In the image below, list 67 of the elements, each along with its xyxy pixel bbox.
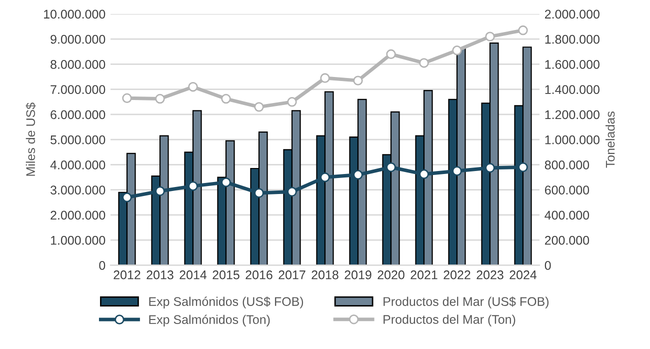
y-axis-title: Miles de US$ <box>26 102 36 176</box>
point <box>353 170 363 180</box>
y-tick-label: 0 <box>99 261 106 270</box>
x-tick-label: 2021 <box>410 270 438 280</box>
y2-tick-label: 600.000 <box>544 186 590 195</box>
legend-label: Exp Salmónidos (Ton) <box>149 314 270 326</box>
x-tick-label: 2023 <box>476 270 504 280</box>
y-tick-label: 3.000.000 <box>50 186 106 195</box>
y-tick-label: 9.000.000 <box>50 34 106 44</box>
point <box>485 163 495 173</box>
x-tick-label: 2019 <box>344 270 372 280</box>
x-tick-label: 2018 <box>312 270 338 280</box>
point <box>122 93 132 103</box>
y2-tick-label: 800.000 <box>544 160 590 170</box>
legend-label: Productos del Mar (Ton) <box>384 314 516 326</box>
x-tick-label: 2017 <box>278 270 306 280</box>
y2-tick-label: 1.800.000 <box>545 34 600 44</box>
y2-axis-title: Toneladas <box>606 112 615 168</box>
x-tick-label: 2016 <box>246 270 272 280</box>
point <box>254 102 264 112</box>
y2-tick-label: 1.000.000 <box>545 135 600 144</box>
point <box>320 172 330 182</box>
y2-tick-label: 0 <box>544 261 551 270</box>
point <box>452 166 462 176</box>
point <box>287 97 297 107</box>
legend-label: Productos del Mar (US$ FOB) <box>384 296 549 308</box>
x-tick-label: 2022 <box>444 270 470 280</box>
point <box>254 188 264 198</box>
y-tick-label: 6.000.000 <box>50 110 106 120</box>
point <box>221 94 231 104</box>
point <box>485 32 495 42</box>
x-tick-label: 2014 <box>180 270 207 280</box>
y-tick-label: 10.000.000 <box>44 10 106 19</box>
x-tick-label: 2020 <box>378 270 404 280</box>
y2-tick-label: 2.000.000 <box>544 10 600 19</box>
point <box>419 169 429 180</box>
y2-tick-label: 1.200.000 <box>545 110 600 120</box>
y-tick-label: 2.000.000 <box>50 210 106 220</box>
legend-label: Exp Salmónidos (US$ FOB) <box>149 296 304 308</box>
point <box>122 192 132 202</box>
point <box>419 58 429 68</box>
point <box>188 82 198 92</box>
y-tick-label: 5.000.000 <box>50 135 106 144</box>
x-tick-label: 2012 <box>114 270 140 280</box>
y-tick-label: 1.000.000 <box>50 236 106 245</box>
point <box>155 94 165 104</box>
y2-tick-label: 1.400.000 <box>545 85 600 94</box>
y-tick-label: 8.000.000 <box>50 60 106 69</box>
point <box>320 73 330 83</box>
y-tick-label: 7.000.000 <box>50 85 106 94</box>
point <box>287 186 297 197</box>
point <box>188 181 198 191</box>
point <box>518 162 528 172</box>
point <box>518 25 528 36</box>
x-tick-label: 2013 <box>146 270 174 280</box>
point <box>353 76 363 86</box>
point <box>452 46 462 56</box>
y-tick-label: 4.000.000 <box>50 160 106 170</box>
y2-tick-label: 1.600.000 <box>545 60 600 69</box>
x-tick-label: 2024 <box>510 270 537 280</box>
point <box>386 162 396 172</box>
point <box>221 177 231 188</box>
y2-tick-label: 200.000 <box>544 236 590 245</box>
y2-tick-label: 400.000 <box>544 210 590 220</box>
x-tick-label: 2015 <box>212 270 240 280</box>
point <box>386 49 396 60</box>
point <box>155 186 165 196</box>
